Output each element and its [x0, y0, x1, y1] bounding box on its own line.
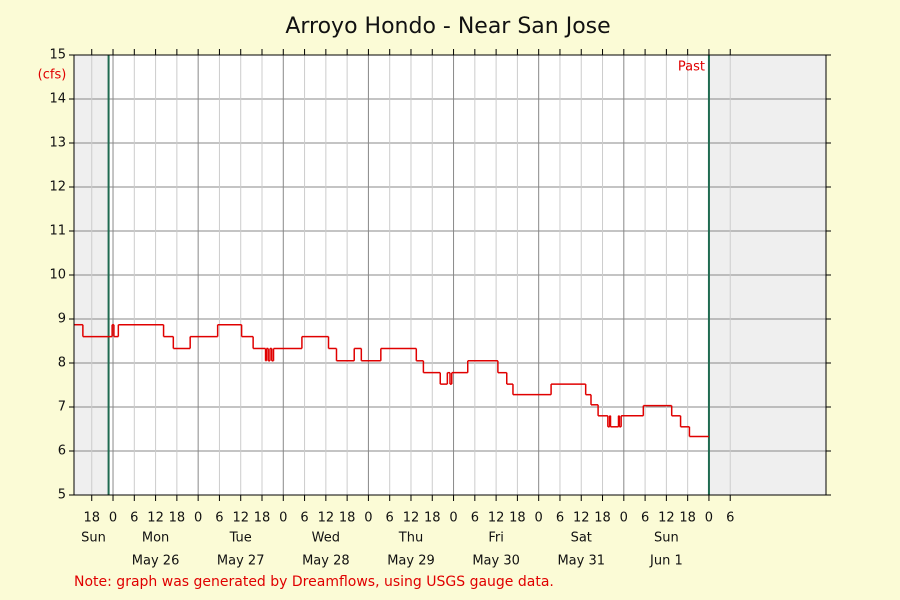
x-tick-label: 18 [83, 511, 100, 526]
x-tick-label: 12 [232, 511, 249, 526]
date-label: May 31 [557, 554, 605, 569]
x-tick-label: 0 [194, 511, 202, 526]
date-label: May 26 [132, 554, 180, 569]
x-tick-label: 18 [254, 511, 271, 526]
date-label: May 29 [387, 554, 435, 569]
date-label: May 30 [472, 554, 520, 569]
y-tick-label: 15 [49, 48, 66, 63]
x-tick-label: 12 [488, 511, 505, 526]
y-tick-label: 12 [49, 180, 66, 195]
x-tick-label: 6 [130, 511, 138, 526]
x-tick-label: 6 [386, 511, 394, 526]
x-tick-label: 12 [318, 511, 335, 526]
unit-label: (cfs) [38, 68, 67, 83]
y-tick-label: 5 [58, 488, 66, 503]
plot-frame [73, 54, 827, 496]
x-tick-label: 18 [679, 511, 696, 526]
x-tick-label: 6 [471, 511, 479, 526]
x-tick-label: 0 [620, 511, 628, 526]
x-tick-label: 18 [169, 511, 186, 526]
y-tick-label: 11 [49, 224, 66, 239]
x-tick-label: 0 [705, 511, 713, 526]
x-tick-label: 0 [364, 511, 372, 526]
chart-title: Arroyo Hondo - Near San Jose [285, 14, 610, 39]
day-label: Fri [488, 531, 504, 546]
date-label: May 27 [217, 554, 265, 569]
x-tick-label: 6 [641, 511, 649, 526]
x-tick-label: 12 [658, 511, 675, 526]
x-tick-label: 18 [339, 511, 356, 526]
y-tick-label: 9 [58, 312, 66, 327]
date-label: Jun 1 [649, 554, 683, 569]
past-label: Past [678, 60, 705, 75]
day-label: Mon [142, 531, 169, 546]
x-tick-label: 12 [403, 511, 420, 526]
y-tick-label: 14 [49, 92, 66, 107]
x-tick-label: 0 [535, 511, 543, 526]
day-label: Sat [571, 531, 592, 546]
x-tick-label: 0 [279, 511, 287, 526]
y-tick-label: 7 [58, 400, 66, 415]
day-label: Thu [398, 531, 423, 546]
day-label: Sun [654, 531, 679, 546]
x-tick-label: 18 [594, 511, 611, 526]
y-tick-label: 13 [49, 136, 66, 151]
day-label: Tue [229, 531, 252, 546]
x-tick-label: 18 [424, 511, 441, 526]
x-tick-label: 6 [556, 511, 564, 526]
x-tick-label: 0 [449, 511, 457, 526]
y-tick-label: 6 [58, 444, 66, 459]
x-tick-label: 12 [147, 511, 164, 526]
x-tick-label: 6 [726, 511, 734, 526]
date-label: May 28 [302, 554, 350, 569]
x-tick-label: 18 [509, 511, 526, 526]
x-tick-label: 12 [573, 511, 590, 526]
x-tick-label: 6 [215, 511, 223, 526]
day-label: Wed [312, 531, 340, 546]
x-tick-label: 0 [109, 511, 117, 526]
x-tick-label: 6 [300, 511, 308, 526]
note: Note: graph was generated by Dreamflows,… [74, 574, 554, 590]
day-label: Sun [81, 531, 106, 546]
y-tick-label: 8 [58, 356, 66, 371]
y-tick-label: 10 [49, 268, 66, 283]
